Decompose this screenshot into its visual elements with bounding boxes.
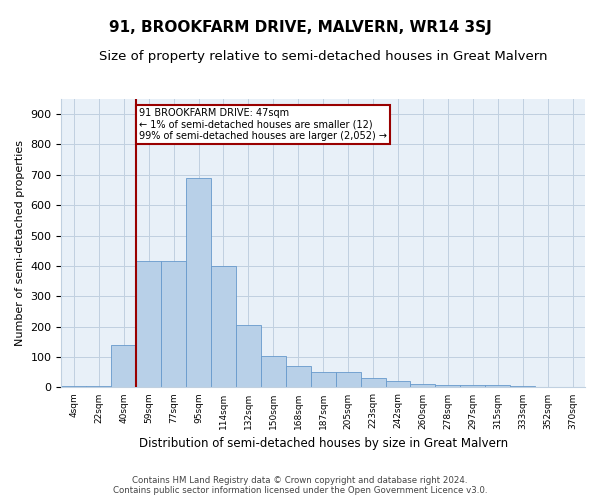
X-axis label: Distribution of semi-detached houses by size in Great Malvern: Distribution of semi-detached houses by … (139, 437, 508, 450)
Bar (186, 178, 211, 388)
Title: Size of property relative to semi-detached houses in Great Malvern: Size of property relative to semi-detach… (99, 50, 547, 63)
Text: 91, BROOKFARM DRIVE, MALVERN, WR14 3SJ: 91, BROOKFARM DRIVE, MALVERN, WR14 3SJ (109, 20, 491, 35)
Bar (436, 385, 460, 388)
Bar (111, 345, 136, 388)
Bar (410, 384, 436, 388)
Bar (510, 386, 535, 388)
Bar (61, 386, 86, 388)
Bar (286, 366, 311, 388)
Bar (460, 385, 485, 388)
Text: 91 BROOKFARM DRIVE: 47sqm
← 1% of semi-detached houses are smaller (12)
99% of s: 91 BROOKFARM DRIVE: 47sqm ← 1% of semi-d… (139, 108, 386, 141)
Bar (211, 266, 236, 388)
Bar (361, 378, 386, 388)
Bar (535, 386, 560, 388)
Bar (136, 262, 161, 388)
Bar (335, 372, 361, 388)
Text: Contains HM Land Registry data © Crown copyright and database right 2024.
Contai: Contains HM Land Registry data © Crown c… (113, 476, 487, 495)
Y-axis label: Number of semi-detached properties: Number of semi-detached properties (15, 140, 25, 346)
Bar (560, 387, 585, 388)
Bar (261, 356, 286, 388)
Bar (311, 372, 335, 388)
Bar (236, 325, 261, 388)
Bar (485, 386, 510, 388)
Bar (86, 386, 111, 388)
Bar (386, 382, 410, 388)
Bar (161, 262, 186, 388)
